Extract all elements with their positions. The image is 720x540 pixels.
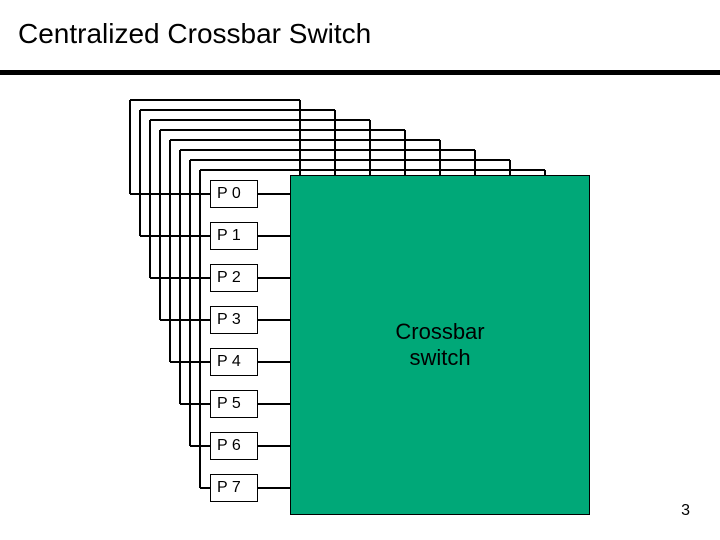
wire bbox=[299, 100, 301, 175]
page-number: 3 bbox=[681, 502, 690, 520]
processor-label: P 0 bbox=[217, 185, 241, 203]
wire bbox=[169, 140, 171, 362]
processor-box-p5: P 5 bbox=[210, 390, 258, 418]
page-title: Centralized Crossbar Switch bbox=[18, 18, 371, 50]
processor-box-p6: P 6 bbox=[210, 432, 258, 460]
wire bbox=[130, 99, 300, 101]
wire bbox=[258, 277, 290, 279]
wire bbox=[258, 445, 290, 447]
wire bbox=[159, 130, 161, 320]
wire bbox=[509, 160, 511, 175]
wire bbox=[258, 319, 290, 321]
wire bbox=[258, 361, 290, 363]
processor-label: P 1 bbox=[217, 227, 241, 245]
processor-label: P 2 bbox=[217, 269, 241, 287]
wire bbox=[258, 403, 290, 405]
wire bbox=[474, 150, 476, 175]
crossbar-switch-label: Crossbar switch bbox=[395, 319, 484, 371]
wire bbox=[190, 159, 510, 161]
processor-label: P 7 bbox=[217, 479, 241, 497]
processor-label: P 4 bbox=[217, 353, 241, 371]
crossbar-diagram: Crossbar switch P 0 P 1 P 2 P 3 P 4 P 5 P 6 P 7 bbox=[0, 80, 720, 520]
wire bbox=[160, 319, 210, 321]
wire bbox=[258, 235, 290, 237]
processor-box-p7: P 7 bbox=[210, 474, 258, 502]
wire bbox=[140, 109, 335, 111]
processor-label: P 3 bbox=[217, 311, 241, 329]
processor-box-p4: P 4 bbox=[210, 348, 258, 376]
wire bbox=[180, 149, 475, 151]
wire bbox=[189, 160, 191, 446]
wire bbox=[404, 130, 406, 175]
crossbar-switch-box: Crossbar switch bbox=[290, 175, 590, 515]
processor-box-p0: P 0 bbox=[210, 180, 258, 208]
wire bbox=[369, 120, 371, 175]
wire bbox=[200, 487, 210, 489]
processor-box-p1: P 1 bbox=[210, 222, 258, 250]
wire bbox=[170, 139, 440, 141]
title-underline bbox=[0, 70, 720, 75]
wire bbox=[150, 119, 370, 121]
wire bbox=[149, 120, 151, 278]
wire bbox=[258, 487, 290, 489]
processor-label: P 5 bbox=[217, 395, 241, 413]
wire bbox=[160, 129, 405, 131]
processor-label: P 6 bbox=[217, 437, 241, 455]
processor-box-p3: P 3 bbox=[210, 306, 258, 334]
wire bbox=[199, 170, 201, 488]
wire bbox=[139, 110, 141, 236]
wire bbox=[258, 193, 290, 195]
wire bbox=[180, 403, 210, 405]
processor-box-p2: P 2 bbox=[210, 264, 258, 292]
wire bbox=[179, 150, 181, 404]
wire bbox=[129, 100, 131, 194]
wire bbox=[200, 169, 545, 171]
